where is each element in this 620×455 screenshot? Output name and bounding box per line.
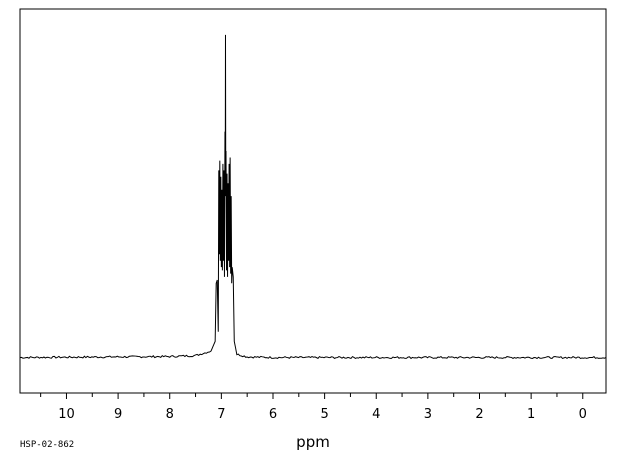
spectrum-code: HSP-02-862 <box>20 440 74 450</box>
x-tick-label: 1 <box>527 407 535 422</box>
x-axis-ticks <box>40 393 584 399</box>
plot-frame <box>19 8 607 394</box>
x-tick-label: 6 <box>269 407 277 422</box>
x-tick-label: 5 <box>320 407 328 422</box>
x-tick-label: 7 <box>217 407 225 422</box>
x-axis-tick-labels: 10 9 8 7 6 5 4 3 2 1 0 <box>58 407 587 422</box>
x-tick-label: 9 <box>114 407 122 422</box>
x-tick-label: 8 <box>166 407 174 422</box>
x-tick-label: 2 <box>475 407 483 422</box>
x-tick-label: 4 <box>372 407 380 422</box>
x-tick-label: 0 <box>579 407 587 422</box>
x-axis-label: ppm <box>296 433 330 451</box>
x-tick-label: 10 <box>58 407 75 422</box>
x-tick-label: 3 <box>424 407 432 422</box>
spectrum-series-line <box>19 34 607 360</box>
